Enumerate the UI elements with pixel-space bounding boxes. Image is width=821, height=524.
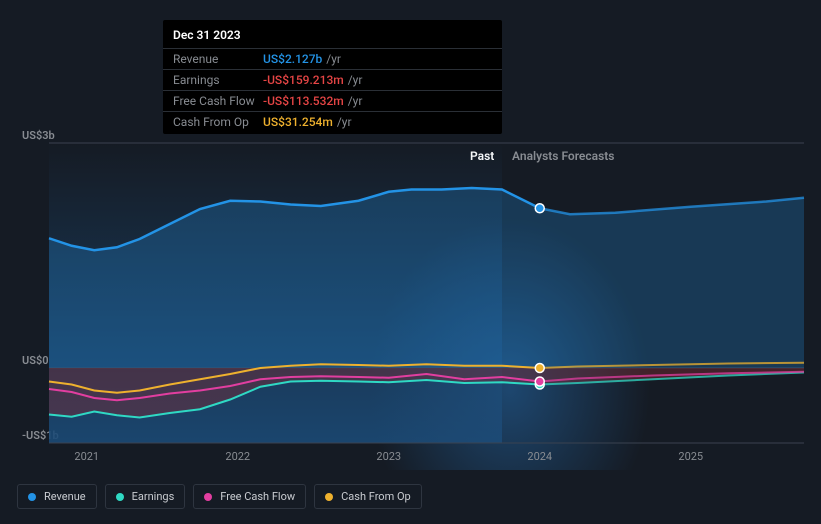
tooltip-row-value: -US$159.213m: [263, 73, 344, 87]
free_cash_flow-marker: [535, 377, 544, 386]
legend-dot-icon: [116, 493, 124, 501]
tooltip-row-value: -US$113.532m: [263, 94, 344, 108]
tooltip-row-suffix: /yr: [326, 52, 341, 66]
chart-legend: Revenue Earnings Free Cash Flow Cash From O…: [17, 484, 422, 509]
tooltip-row-label: Cash From Op: [173, 115, 263, 129]
tooltip-row-label: Free Cash Flow: [173, 94, 263, 108]
tooltip-row-value: US$31.254m: [263, 115, 333, 129]
legend-dot-icon: [325, 493, 333, 501]
tooltip-row-suffix: /yr: [337, 115, 352, 129]
legend-dot-icon: [204, 493, 212, 501]
tooltip-row-suffix: /yr: [348, 73, 363, 87]
tooltip-row-label: Earnings: [173, 73, 263, 87]
legend-item-cash_from_op[interactable]: Cash From Op: [314, 484, 422, 509]
tooltip-row: RevenueUS$2.127b/yr: [163, 48, 502, 69]
legend-item-free_cash_flow[interactable]: Free Cash Flow: [193, 484, 306, 509]
x-axis-label: 2023: [376, 450, 401, 463]
x-axis-labels: 2021 2022 2023 2024 2025: [49, 450, 804, 470]
x-axis-label: 2025: [678, 450, 703, 463]
tooltip-row-value: US$2.127b: [263, 52, 322, 66]
legend-item-revenue[interactable]: Revenue: [17, 484, 97, 509]
legend-label: Cash From Op: [341, 490, 411, 503]
x-axis-label: 2022: [225, 450, 250, 463]
x-axis-label: 2021: [74, 450, 99, 463]
revenue-marker: [535, 204, 544, 213]
tooltip-row-suffix: /yr: [348, 94, 363, 108]
legend-label: Revenue: [44, 490, 86, 503]
tooltip-row: Earnings-US$159.213m/yr: [163, 69, 502, 90]
tooltip-row: Free Cash Flow-US$113.532m/yr: [163, 90, 502, 111]
legend-label: Free Cash Flow: [220, 490, 295, 503]
tooltip-row-label: Revenue: [173, 52, 263, 66]
tooltip-row: Cash From OpUS$31.254m/yr: [163, 111, 502, 132]
tooltip-date: Dec 31 2023: [163, 26, 502, 48]
legend-label: Earnings: [132, 490, 175, 503]
legend-item-earnings[interactable]: Earnings: [105, 484, 186, 509]
cash_from_op-marker: [535, 364, 544, 373]
chart-tooltip: Dec 31 2023 RevenueUS$2.127b/yrEarnings-…: [163, 20, 502, 134]
legend-dot-icon: [28, 493, 36, 501]
x-axis-label: 2024: [527, 450, 552, 463]
